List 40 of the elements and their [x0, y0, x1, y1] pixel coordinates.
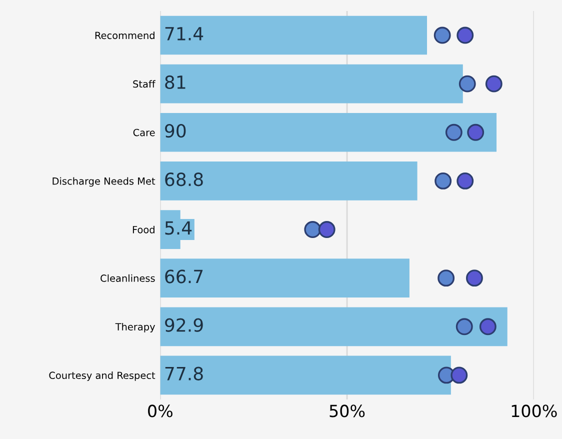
- point: [434, 172, 452, 190]
- y-tick-label: Recommend: [95, 32, 154, 40]
- point: [456, 172, 474, 190]
- y-tick-label: Cleanliness: [100, 274, 155, 282]
- bar: [160, 356, 451, 395]
- data-label: 68.8: [165, 172, 203, 186]
- data-label: 66.7: [165, 270, 203, 284]
- data-label: 77.8: [165, 366, 203, 380]
- point: [485, 75, 502, 92]
- bar: [160, 162, 418, 200]
- data-label: 81: [165, 75, 186, 90]
- y-tick-label: Food: [132, 226, 154, 234]
- point: [467, 124, 484, 141]
- point: [438, 270, 455, 287]
- point: [450, 366, 468, 384]
- point: [434, 26, 451, 44]
- x-tick-label: 0%: [148, 404, 172, 418]
- point: [479, 318, 496, 336]
- point: [466, 270, 483, 287]
- y-tick-label: Discharge Needs Met: [52, 177, 156, 187]
- point: [304, 221, 322, 238]
- data-label: 92.9: [165, 318, 203, 332]
- data-label: 71.4: [165, 27, 204, 40]
- bar: [160, 64, 463, 104]
- bar: [160, 258, 410, 298]
- data-label: 90: [165, 124, 186, 138]
- point: [445, 124, 462, 141]
- y-tick-label: Therapy: [115, 322, 156, 332]
- point: [318, 221, 336, 238]
- point: [458, 75, 476, 92]
- point: [456, 26, 474, 44]
- point: [456, 318, 473, 336]
- bar: [160, 16, 428, 55]
- bar: [160, 307, 508, 346]
- y-tick-label: Courtesy and Respect: [49, 372, 156, 381]
- x-tick-label: 100%: [512, 404, 557, 418]
- bar: [160, 112, 497, 152]
- y-tick-label: Care: [133, 128, 155, 136]
- x-tick-label: 50%: [330, 404, 365, 418]
- y-tick-label: Staff: [133, 80, 156, 88]
